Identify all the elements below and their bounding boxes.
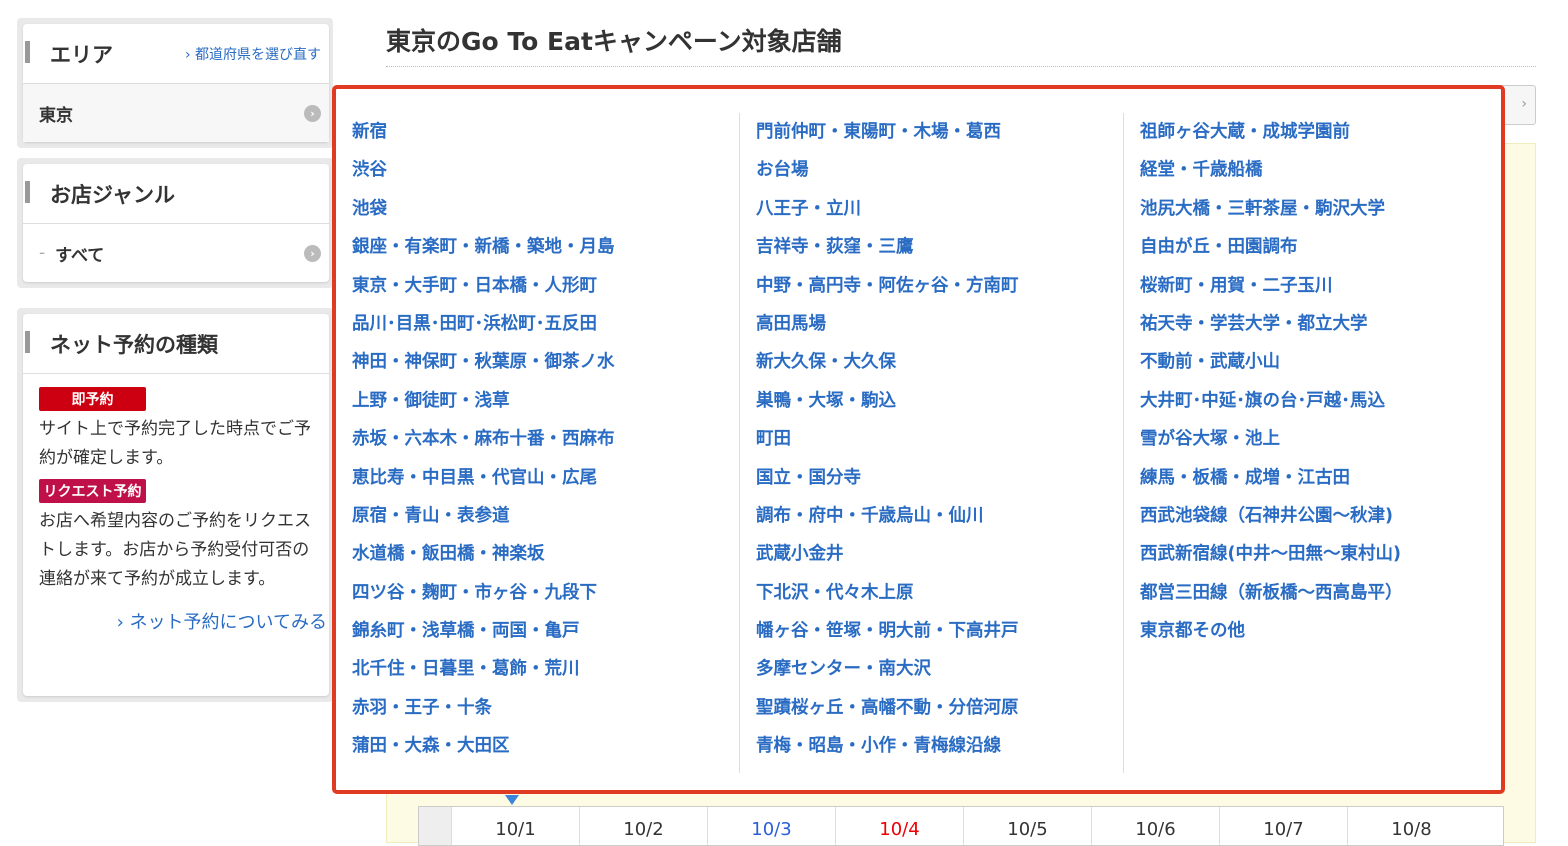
date-cell[interactable]: 10/3: [707, 807, 835, 845]
area-link[interactable]: 西武池袋線（石神井公園〜秋津): [1140, 505, 1393, 526]
area-column-3: 祖師ヶ谷大蔵・成城学園前 経堂・千歳船橋池尻大橋・三軒茶屋・駒沢大学 自由が丘・田園…: [1124, 113, 1501, 773]
date-cell[interactable]: 10/1: [451, 807, 579, 845]
date-cell[interactable]: 10/6: [1091, 807, 1219, 845]
area-link[interactable]: 錦糸町・浅草橋・両国・亀戸: [352, 621, 580, 642]
date-prev: [419, 807, 451, 845]
date-cell[interactable]: 10/5: [963, 807, 1091, 845]
date-cell[interactable]: 10/4: [835, 807, 963, 845]
about-net-reservation-link[interactable]: › ネット予約についてみる: [116, 612, 327, 633]
chevron-right-icon: ›: [116, 612, 130, 633]
area-link[interactable]: 高田馬場: [756, 313, 826, 334]
area-selected-tokyo[interactable]: 東京 ›: [23, 84, 329, 142]
reservation-type-panel: ネット予約の種類 即予約 サイト上で予約完了した時点でご予約が確定します。 リク…: [17, 308, 333, 702]
area-link[interactable]: 中野・高円寺・阿佐ヶ谷・方南町: [756, 275, 1019, 296]
area-link[interactable]: 国立・国分寺: [756, 467, 861, 488]
area-link[interactable]: 西武新宿線(中井〜田無〜東村山): [1140, 544, 1401, 565]
area-link[interactable]: 品川･目黒･田町･浜松町･五反田: [352, 313, 597, 334]
area-link[interactable]: 不動前・武蔵小山: [1140, 352, 1280, 373]
area-link[interactable]: 聖蹟桜ヶ丘・高幡不動・分倍河原: [756, 697, 1019, 718]
area-link[interactable]: 自由が丘・田園調布: [1140, 237, 1298, 258]
chevron-circle-icon: ›: [304, 244, 321, 262]
genre-panel: お店ジャンル - すべて ›: [17, 158, 333, 288]
area-link[interactable]: 赤羽・王子・十条: [352, 697, 492, 718]
area-link[interactable]: 新宿: [352, 122, 387, 142]
area-link[interactable]: 蒲田・大森・大田区: [352, 736, 510, 757]
area-link[interactable]: 八王子・立川: [756, 198, 861, 219]
genre-selected-all[interactable]: - すべて ›: [23, 224, 329, 282]
area-column-2: 門前仲町・東陽町・木場・葛西 お台場八王子・立川吉祥寺・荻窪・三鷹中野・高円寺・阿…: [740, 113, 1124, 773]
area-link[interactable]: お台場: [756, 160, 809, 181]
area-link[interactable]: 練馬・板橋・成増・江古田: [1140, 467, 1350, 488]
area-link[interactable]: 桜新町・用賀・二子玉川: [1140, 275, 1333, 296]
area-link[interactable]: 門前仲町・東陽町・木場・葛西: [756, 122, 1001, 142]
area-link[interactable]: 下北沢・代々木上原: [756, 582, 914, 603]
date-cell[interactable]: 10/7: [1219, 807, 1347, 845]
area-link[interactable]: 東京都その他: [1140, 621, 1245, 642]
area-link[interactable]: 経堂・千歳船橋: [1140, 160, 1263, 181]
chevron-right-icon: ›: [184, 46, 195, 63]
request-reservation-badge: リクエスト予約: [39, 479, 146, 503]
area-link[interactable]: 雪が谷大塚・池上: [1140, 429, 1280, 450]
page-title: 東京のGo To Eatキャンペーン対象店舗: [386, 27, 842, 56]
area-link[interactable]: 大井町･中延･旗の台･戸越･馬込: [1140, 390, 1385, 411]
area-link[interactable]: 調布・府中・千歳烏山・仙川: [756, 505, 984, 526]
area-link[interactable]: 東京・大手町・日本橋・人形町: [352, 275, 597, 296]
date-cell[interactable]: 10/2: [579, 807, 707, 845]
area-link[interactable]: 上野・御徒町・浅草: [352, 390, 510, 411]
area-link[interactable]: 水道橋・飯田橋・神楽坂: [352, 544, 545, 565]
area-link[interactable]: 吉祥寺・荻窪・三鷹: [756, 237, 914, 258]
area-heading: エリア: [50, 42, 113, 67]
area-link[interactable]: 祐天寺・学芸大学・都立大学: [1140, 313, 1368, 334]
pointer-icon: [505, 795, 519, 805]
area-link[interactable]: 北千住・日暮里・葛飾・荒川: [352, 659, 580, 680]
reservation-heading: ネット予約の種類: [50, 332, 218, 357]
bullet-icon: -: [39, 243, 46, 263]
area-popup: 新宿渋谷池袋銀座・有楽町・新橋・築地・月島 東京・大手町・日本橋・人形町 品川･目黒…: [332, 85, 1505, 794]
area-link[interactable]: 池尻大橋・三軒茶屋・駒沢大学: [1140, 198, 1385, 219]
area-link[interactable]: 町田: [756, 429, 791, 450]
area-link[interactable]: 赤坂・六本木・麻布十番・西麻布: [352, 429, 615, 450]
area-link[interactable]: 恵比寿・中目黒・代官山・広尾: [352, 467, 597, 488]
area-column-1: 新宿渋谷池袋銀座・有楽町・新橋・築地・月島 東京・大手町・日本橋・人形町 品川･目黒…: [336, 113, 740, 773]
area-link[interactable]: 渋谷: [352, 160, 387, 181]
area-link[interactable]: 武蔵小金井: [756, 544, 844, 565]
area-link[interactable]: 青梅・昭島・小作・青梅線沿線: [756, 736, 1001, 757]
date-row: 10/1 10/2 10/3 10/4 10/5 10/6 10/7 10/8: [418, 806, 1504, 846]
date-cell[interactable]: 10/8: [1347, 807, 1475, 845]
reselect-prefecture-link[interactable]: › 都道府県を選び直す: [184, 46, 321, 63]
area-link[interactable]: 四ツ谷・麹町・市ヶ谷・九段下: [352, 582, 597, 603]
area-link[interactable]: 多摩センター・南大沢: [756, 659, 931, 680]
area-link[interactable]: 新大久保・大久保: [756, 352, 896, 373]
area-link[interactable]: 原宿・青山・表参道: [352, 505, 510, 526]
area-link[interactable]: 祖師ヶ谷大蔵・成城学園前: [1140, 122, 1350, 142]
divider: [386, 66, 1536, 67]
area-link[interactable]: 神田・神保町・秋葉原・御茶ノ水: [352, 352, 615, 373]
chevron-right-icon: ›: [1521, 96, 1527, 112]
chevron-circle-icon: ›: [304, 104, 321, 122]
instant-reservation-desc: サイト上で予約完了した時点でご予約が確定します。: [39, 419, 311, 468]
area-link[interactable]: 銀座・有楽町・新橋・築地・月島: [352, 237, 615, 258]
instant-reservation-badge: 即予約: [39, 387, 146, 411]
area-panel: エリア › 都道府県を選び直す 東京 ›: [17, 18, 333, 148]
area-link[interactable]: 幡ヶ谷・笹塚・明大前・下高井戸: [756, 621, 1019, 642]
genre-heading: お店ジャンル: [50, 182, 175, 207]
area-link[interactable]: 池袋: [352, 198, 387, 219]
request-reservation-desc: お店へ希望内容のご予約をリクエストします。お店から予約受付可否の連絡が来て予約が…: [39, 511, 311, 589]
area-link[interactable]: 巣鴨・大塚・駒込: [756, 390, 896, 411]
area-link[interactable]: 都営三田線（新板橋〜西高島平）: [1140, 582, 1403, 603]
